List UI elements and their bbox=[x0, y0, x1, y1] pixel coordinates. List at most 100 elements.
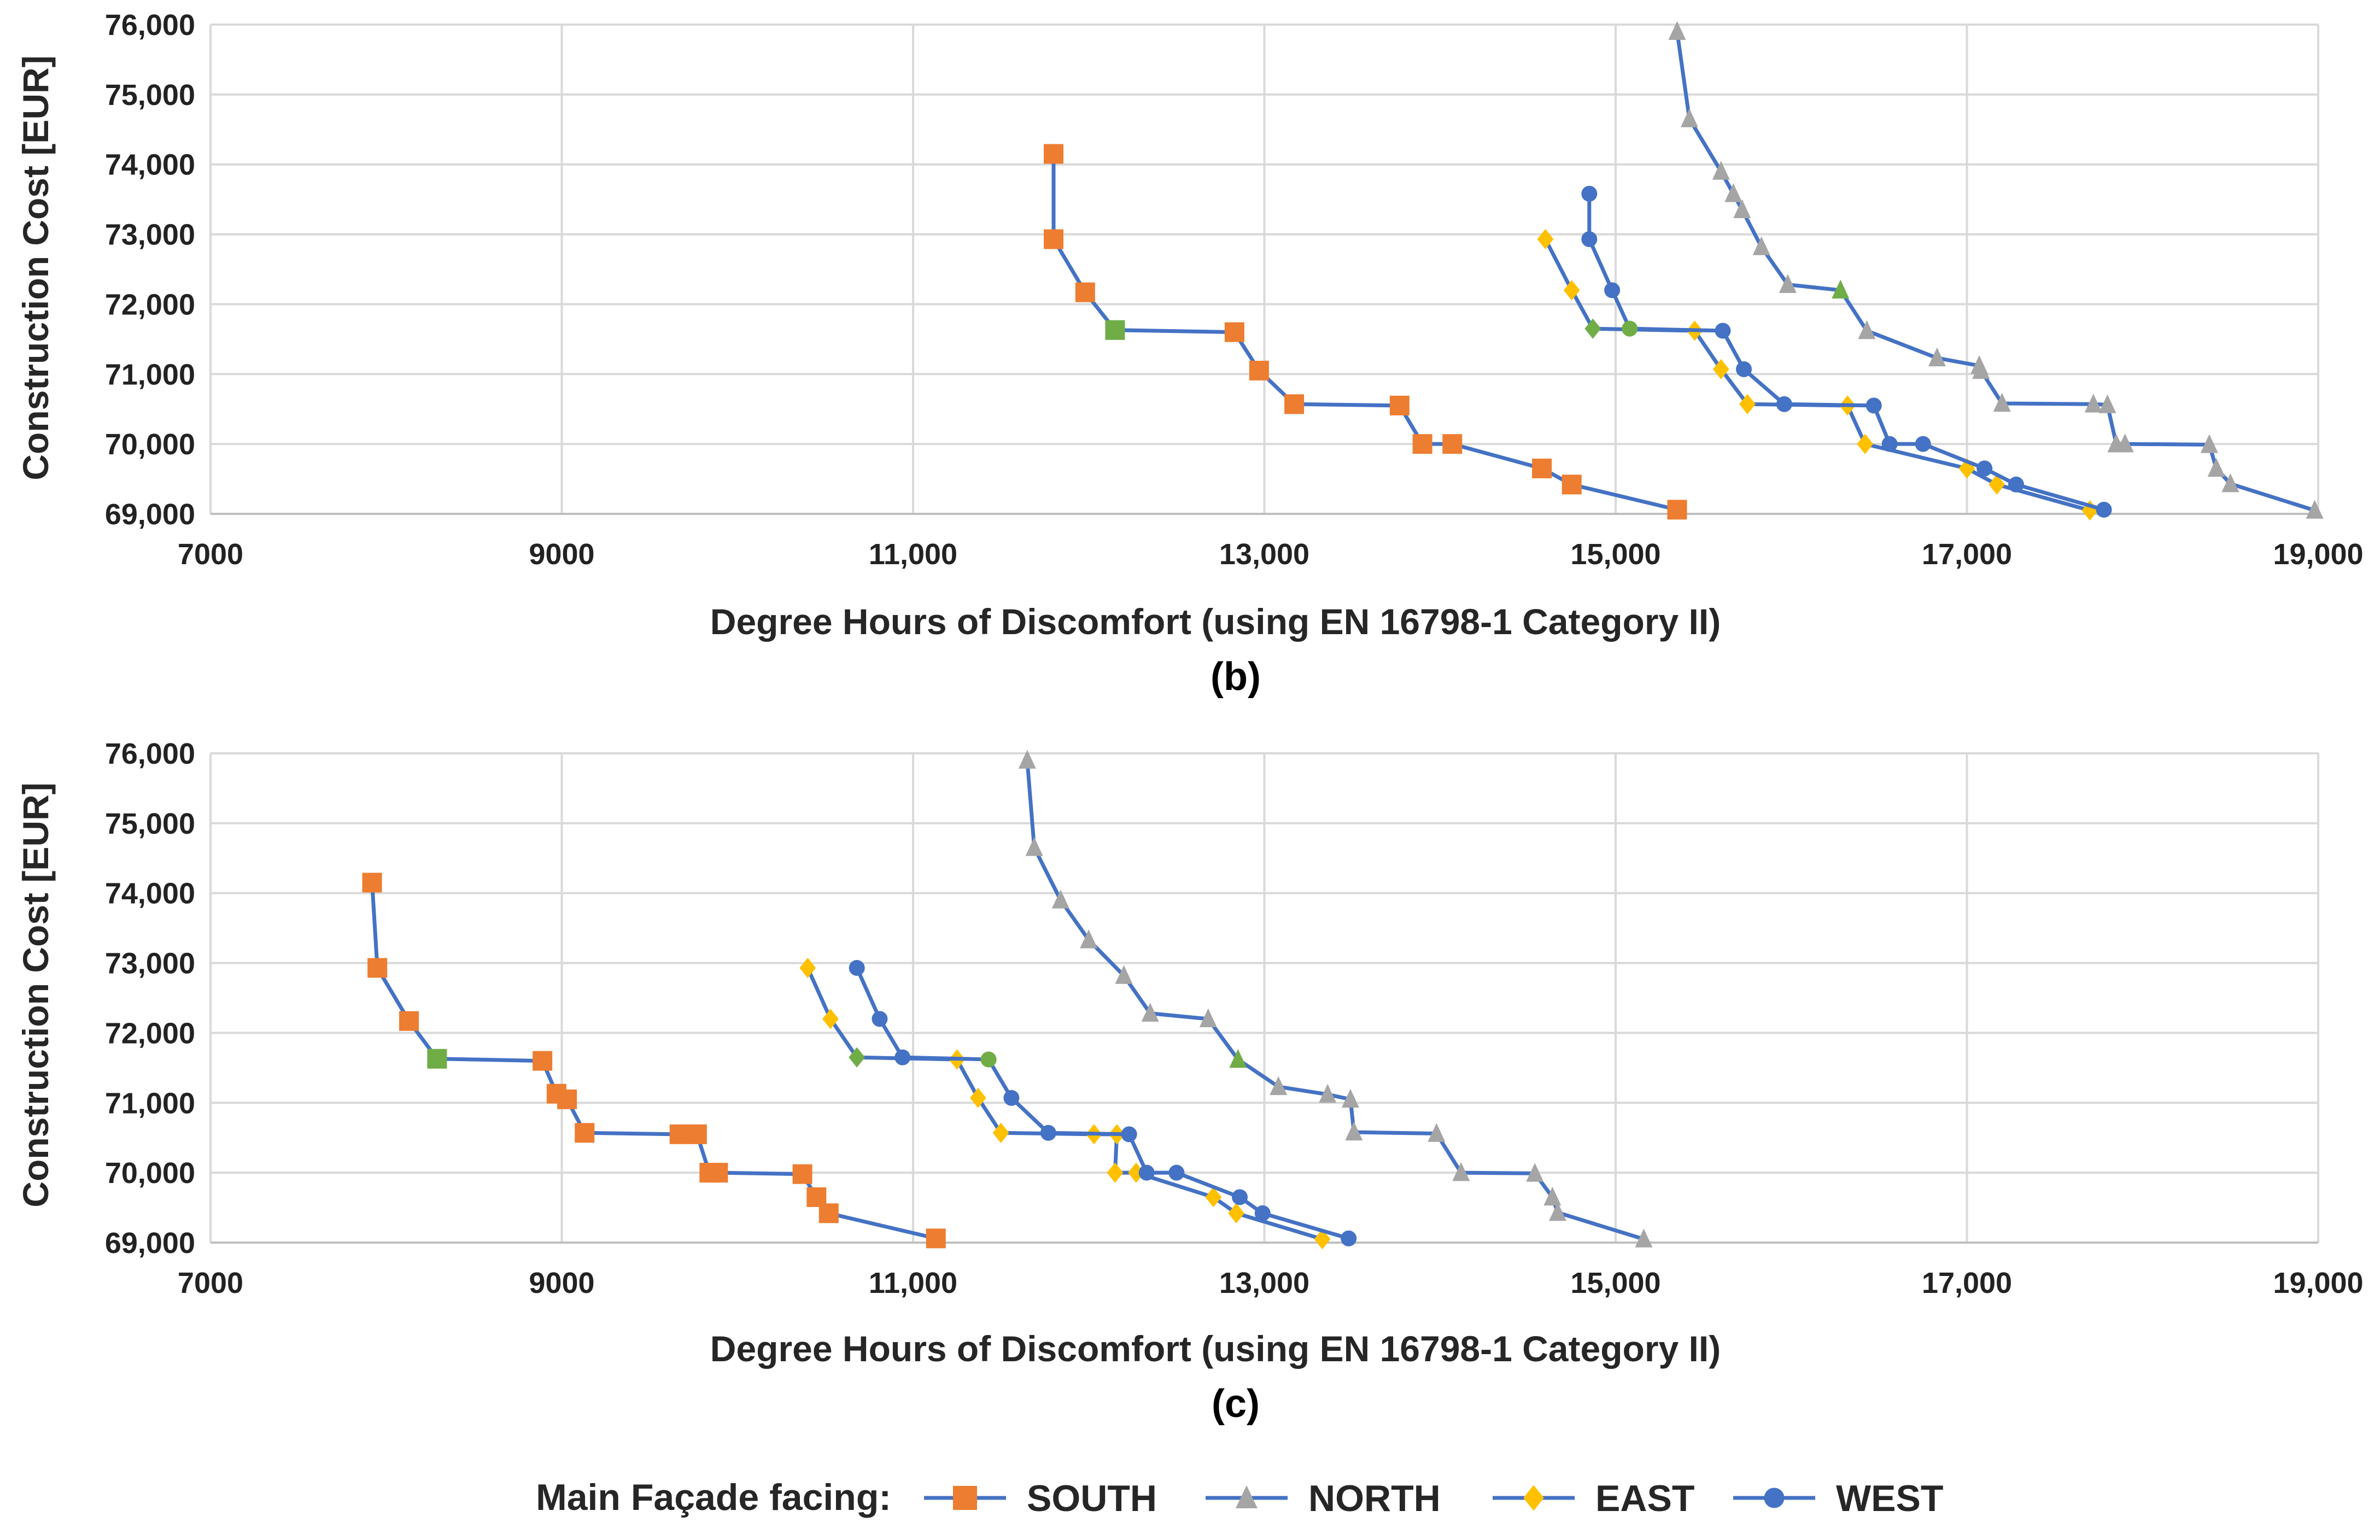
y-tick-label: 74,000 bbox=[105, 149, 195, 181]
data-point-east bbox=[1537, 229, 1554, 250]
x-tick-label: 11,000 bbox=[869, 1267, 957, 1299]
data-point-north bbox=[1928, 347, 1946, 367]
y-tick-label: 73,000 bbox=[105, 947, 195, 980]
data-point-west bbox=[1168, 1164, 1185, 1181]
panel-label-c: (c) bbox=[1212, 1382, 1260, 1426]
y-tick-label: 70,000 bbox=[105, 428, 195, 461]
y-tick-label: 75,000 bbox=[105, 807, 195, 840]
data-point-south bbox=[1224, 322, 1244, 342]
data-point-west bbox=[1881, 436, 1898, 452]
chart-panel-c: 7000 9000 11,000 13,000 15,000 17,000 19,000 69… bbox=[105, 737, 2364, 1299]
y-tick-label: 74,000 bbox=[105, 877, 195, 910]
legend-title: Main Façade facing: bbox=[536, 1477, 891, 1518]
data-point-north bbox=[2221, 473, 2239, 493]
data-point-north bbox=[1543, 1186, 1562, 1206]
data-point-west bbox=[1604, 282, 1621, 298]
data-point-west bbox=[1138, 1164, 1155, 1181]
data-point-west bbox=[980, 1051, 997, 1068]
data-point-north bbox=[2306, 500, 2324, 519]
data-point-north bbox=[1229, 1049, 1247, 1068]
data-point-south bbox=[1532, 458, 1552, 478]
data-point-south bbox=[669, 1124, 689, 1144]
data-point-west bbox=[1003, 1090, 1020, 1106]
data-point-north bbox=[1018, 749, 1036, 769]
x-tick-label: 19,000 bbox=[2273, 1267, 2363, 1299]
x-tick-label: 17,000 bbox=[1922, 1267, 2012, 1299]
data-point-east bbox=[822, 1009, 839, 1029]
data-point-north bbox=[1080, 929, 1098, 948]
data-point-east bbox=[1228, 1203, 1244, 1223]
data-point-south bbox=[362, 873, 382, 893]
data-point-south bbox=[367, 958, 388, 978]
data-point-north bbox=[1025, 837, 1043, 856]
data-point-west bbox=[1976, 460, 1993, 477]
data-point-east bbox=[1857, 434, 1874, 454]
data-point-south bbox=[708, 1163, 728, 1183]
legend-marker-west bbox=[1764, 1488, 1785, 1508]
data-point-south bbox=[1442, 434, 1463, 454]
y-tick-label: 75,000 bbox=[105, 79, 195, 112]
x-axis-label: Degree Hours of Discomfort (using EN 167… bbox=[710, 601, 1721, 642]
data-point-north bbox=[1733, 199, 1751, 219]
series-line-north bbox=[1675, 31, 2315, 512]
x-tick-label: 15,000 bbox=[1570, 1267, 1660, 1299]
series-line-west bbox=[1587, 194, 2105, 512]
data-point-east bbox=[969, 1087, 986, 1108]
data-point-south bbox=[818, 1203, 839, 1223]
data-point-north bbox=[1724, 183, 1742, 202]
data-point-north bbox=[2098, 394, 2116, 413]
y-axis-label: Construction Cost [EUR] bbox=[15, 782, 56, 1207]
data-point-south bbox=[399, 1011, 419, 1031]
data-point-north bbox=[1858, 320, 1876, 339]
panel-label-b: (b) bbox=[1211, 655, 1261, 699]
data-point-west bbox=[1581, 185, 1598, 202]
data-point-west bbox=[849, 960, 865, 976]
data-point-east bbox=[992, 1122, 1009, 1143]
series-line-north bbox=[1025, 760, 1645, 1241]
data-point-north bbox=[1345, 1121, 1363, 1141]
data-point-east bbox=[1712, 359, 1729, 379]
legend-marker-east bbox=[1523, 1485, 1544, 1511]
data-point-north bbox=[2207, 458, 2225, 477]
data-point-south bbox=[1412, 434, 1432, 454]
data-point-south bbox=[792, 1164, 812, 1184]
data-point-west bbox=[1622, 320, 1638, 337]
data-point-west bbox=[872, 1011, 888, 1027]
data-point-east bbox=[1107, 1162, 1124, 1183]
data-point-south bbox=[1044, 229, 1063, 249]
data-point-north bbox=[1635, 1228, 1653, 1248]
data-point-west bbox=[1776, 396, 1792, 412]
legend: Main Façade facing: SOUTH NORTH EAST WEST bbox=[536, 1477, 1943, 1519]
y-tick-label: 72,000 bbox=[105, 1017, 195, 1050]
data-point-north bbox=[1428, 1123, 1446, 1142]
data-point-north bbox=[1270, 1076, 1288, 1096]
data-point-south bbox=[1105, 320, 1125, 340]
data-point-west bbox=[1232, 1189, 1248, 1205]
series-line-south bbox=[370, 882, 937, 1240]
y-tick-label: 69,000 bbox=[105, 1227, 195, 1260]
chart-panel-b: 7000 9000 11,000 13,000 15,000 17,000 19,000 69… bbox=[105, 9, 2364, 571]
data-point-north bbox=[1993, 393, 2011, 412]
data-point-south bbox=[557, 1089, 577, 1109]
y-tick-label: 72,000 bbox=[105, 288, 195, 321]
y-tick-label: 69,000 bbox=[105, 498, 195, 531]
data-point-south bbox=[687, 1124, 707, 1144]
legend-marker-south bbox=[953, 1486, 977, 1510]
x-tick-label: 9000 bbox=[529, 538, 594, 571]
x-tick-label: 13,000 bbox=[1219, 538, 1309, 571]
y-tick-label: 71,000 bbox=[105, 1087, 195, 1120]
data-point-north bbox=[1752, 236, 1770, 255]
data-point-west bbox=[1581, 231, 1598, 248]
data-point-south bbox=[533, 1051, 553, 1071]
data-point-north bbox=[1832, 279, 1850, 299]
data-point-east bbox=[1989, 474, 2005, 495]
data-point-west bbox=[2008, 476, 2024, 493]
data-point-west bbox=[1715, 323, 1731, 339]
y-tick-label: 76,000 bbox=[105, 737, 195, 770]
x-tick-label: 9000 bbox=[529, 1267, 594, 1299]
data-point-south bbox=[1667, 500, 1687, 520]
x-tick-label: 7000 bbox=[178, 1267, 243, 1299]
data-point-north bbox=[1548, 1202, 1566, 1221]
data-point-east bbox=[1584, 318, 1601, 339]
x-axis-label: Degree Hours of Discomfort (using EN 167… bbox=[710, 1328, 1721, 1369]
